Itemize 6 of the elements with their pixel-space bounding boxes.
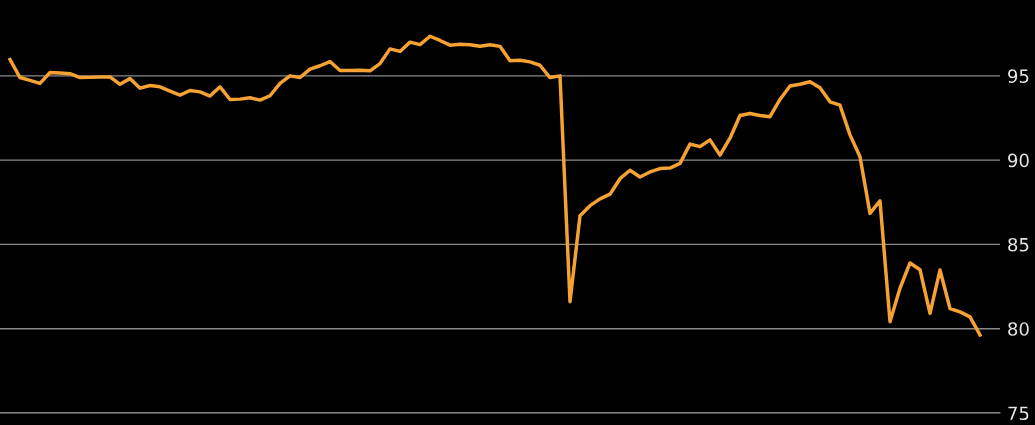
y-tick-label: 75 (1008, 406, 1029, 421)
y-tick-label: 85 (1008, 237, 1029, 252)
y-tick-label: 80 (1008, 322, 1029, 336)
line-series (8, 34, 982, 337)
y-tick-label: 90 (1008, 153, 1029, 168)
y-tick-label: 95 (1008, 69, 1029, 83)
